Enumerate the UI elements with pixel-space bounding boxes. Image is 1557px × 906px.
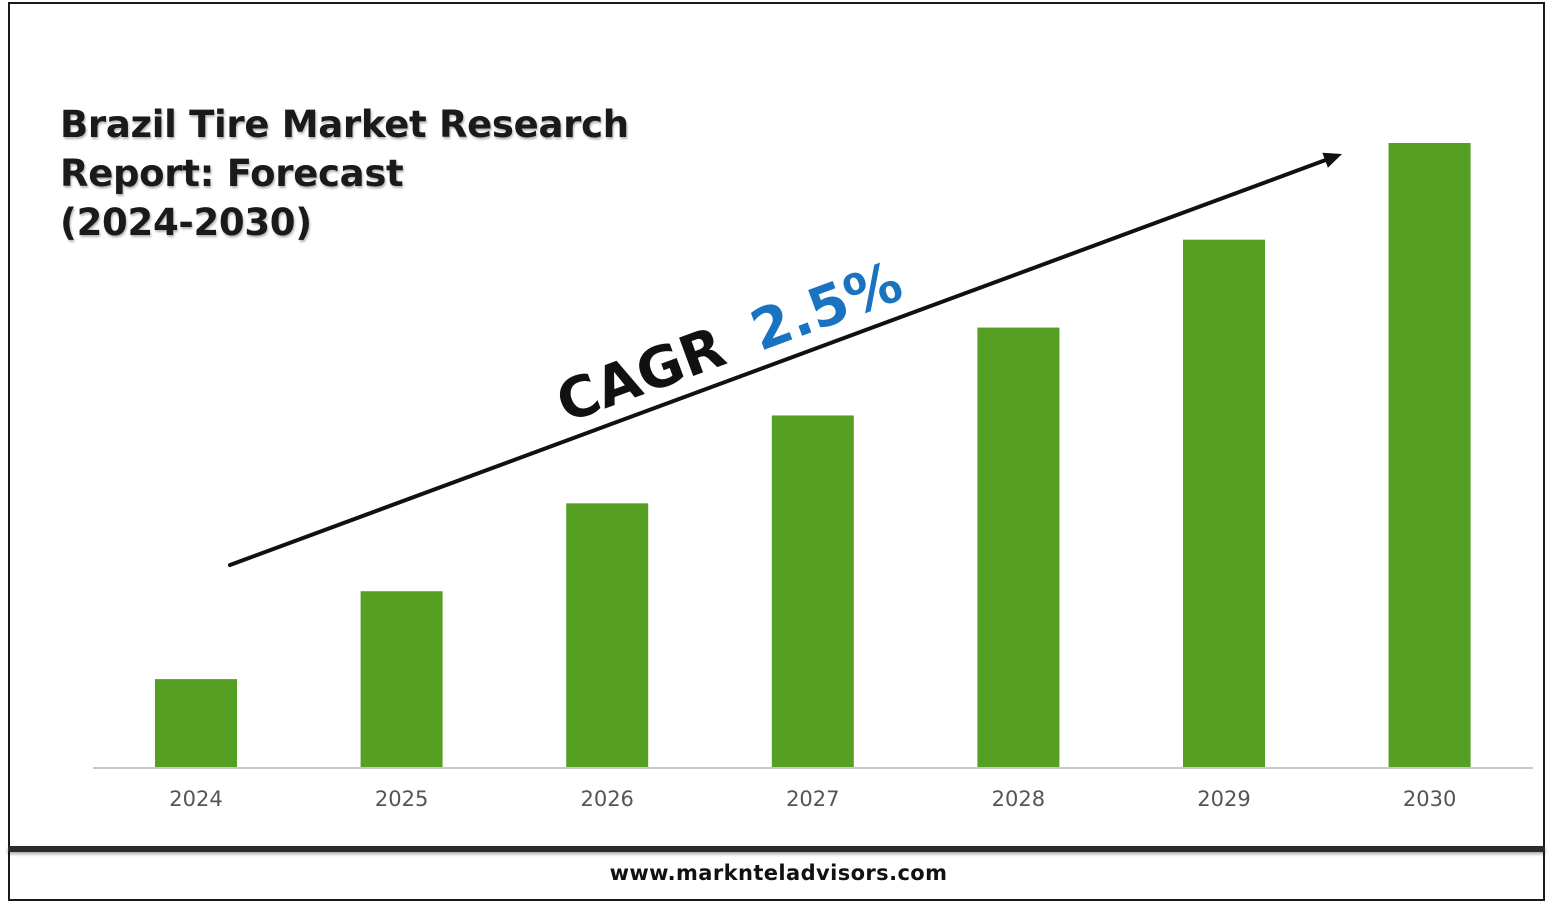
chart-title: Brazil Tire Market Research Report: Fore… (60, 100, 680, 247)
title-line-3: (2024-2030) (60, 201, 312, 244)
bar-2029 (1183, 239, 1265, 768)
cagr-label: CAGR (548, 315, 733, 436)
bar-series (155, 143, 1471, 768)
x-tick-label-2029: 2029 (1197, 787, 1250, 811)
bar-2028 (977, 327, 1060, 767)
bar-2024 (155, 679, 237, 767)
bar-2027 (771, 415, 854, 767)
x-tick-label-2026: 2026 (580, 787, 633, 811)
bar-2030 (1388, 143, 1471, 767)
cagr-value: 2.5% (743, 250, 911, 365)
footer-url: www.marknteladvisors.com (609, 861, 948, 885)
cagr-trend-arrow (228, 152, 1342, 567)
cagr-annotation: CAGR 2.5% (548, 250, 910, 437)
x-tick-label-2028: 2028 (992, 787, 1045, 811)
title-line-2: Report: Forecast (60, 152, 404, 195)
bar-2025 (360, 591, 443, 767)
x-axis-ticks: 2024 2025 2026 2027 2028 2029 2030 (169, 787, 1456, 811)
x-tick-label-2024: 2024 (169, 787, 222, 811)
x-tick-label-2025: 2025 (375, 787, 428, 811)
footer-divider (8, 846, 1545, 852)
trend-line (228, 156, 1332, 567)
bar-2026 (566, 503, 649, 767)
trend-arrowhead (1322, 152, 1342, 168)
x-tick-label-2030: 2030 (1403, 787, 1456, 811)
title-line-1: Brazil Tire Market Research (60, 103, 629, 146)
x-tick-label-2027: 2027 (786, 787, 839, 811)
